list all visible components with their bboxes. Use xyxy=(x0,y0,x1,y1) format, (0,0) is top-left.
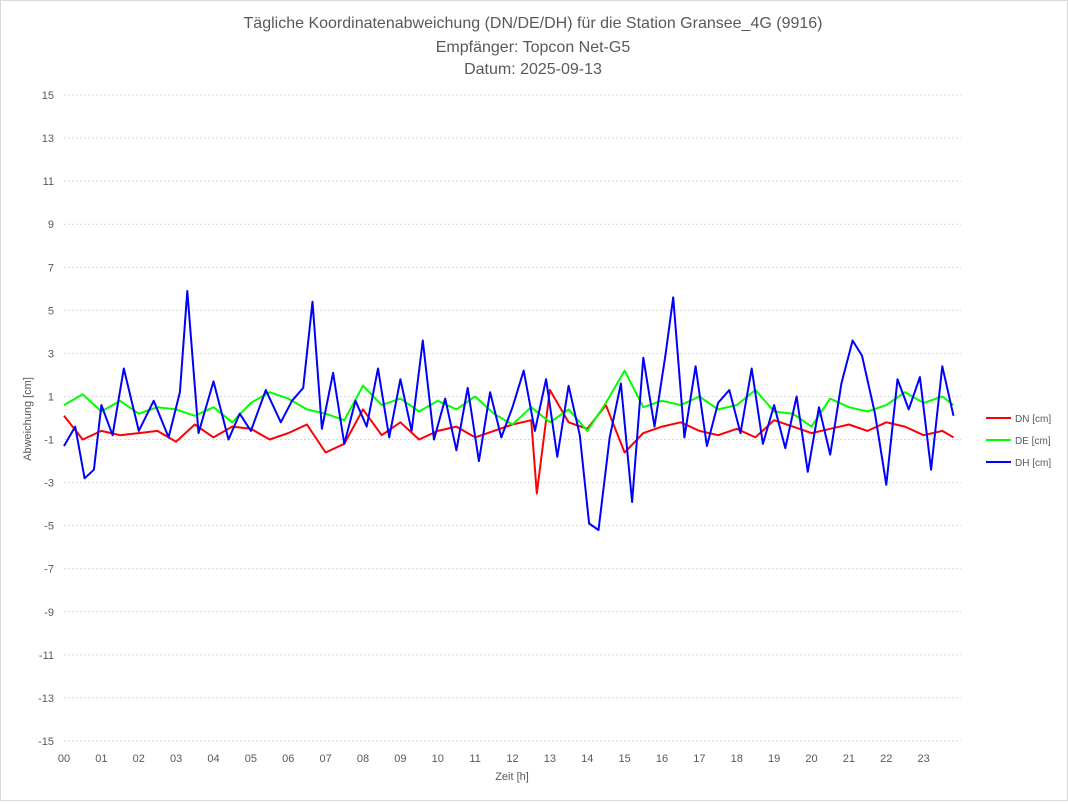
y-tick-label: -7 xyxy=(44,564,54,576)
y-tick-label: 3 xyxy=(48,348,54,360)
y-tick-label: 5 xyxy=(48,305,54,317)
x-tick-label: 12 xyxy=(506,753,518,765)
y-tick-label: 7 xyxy=(48,262,54,274)
y-tick-label: -13 xyxy=(38,693,54,705)
y-tick-label: -1 xyxy=(44,435,54,447)
chart-title: Tägliche Koordinatenabweichung (DN/DE/DH… xyxy=(244,15,823,78)
y-axis-ticks: 15 13 11 9 7 5 3 1 -1 -3 -5 -7 -9 -11 -13 -15 xyxy=(38,90,54,748)
x-tick-label: 15 xyxy=(619,753,631,765)
gridlines xyxy=(64,94,961,742)
legend-label: DH [cm] xyxy=(1015,458,1051,469)
y-tick-label: 13 xyxy=(42,133,54,145)
x-tick-label: 21 xyxy=(843,753,855,765)
series-line-de xyxy=(63,369,955,432)
y-tick-label: 1 xyxy=(48,391,54,403)
x-tick-label: 20 xyxy=(805,753,817,765)
x-tick-label: 04 xyxy=(207,753,219,765)
x-tick-label: 09 xyxy=(394,753,406,765)
chart-title-line-3: Datum: 2025-09-13 xyxy=(464,61,602,78)
x-tick-label: 18 xyxy=(731,753,743,765)
legend-label: DN [cm] xyxy=(1015,414,1051,425)
chart-title-line-1: Tägliche Koordinatenabweichung (DN/DE/DH… xyxy=(244,15,823,32)
x-tick-label: 23 xyxy=(918,753,930,765)
y-tick-label: -3 xyxy=(44,478,54,490)
x-tick-label: 07 xyxy=(320,753,332,765)
chart-title-line-2: Empfänger: Topcon Net-G5 xyxy=(436,39,631,56)
x-tick-label: 02 xyxy=(133,753,145,765)
x-tick-label: 19 xyxy=(768,753,780,765)
y-tick-label: 11 xyxy=(43,176,54,188)
x-tick-label: 10 xyxy=(432,753,444,765)
x-tick-label: 13 xyxy=(544,753,556,765)
y-tick-label: 15 xyxy=(42,90,54,102)
series-line-dn xyxy=(63,389,955,495)
x-tick-label: 00 xyxy=(58,753,70,765)
x-tick-label: 01 xyxy=(95,753,107,765)
x-tick-label: 08 xyxy=(357,753,369,765)
x-axis-ticks: 00 01 02 03 04 05 06 07 08 09 10 11 12 13 14 15 16 17 18 19… xyxy=(58,753,930,765)
y-tick-label: -15 xyxy=(38,736,54,748)
x-tick-label: 14 xyxy=(581,753,593,765)
y-tick-label: -5 xyxy=(44,521,54,533)
x-tick-label: 05 xyxy=(245,753,257,765)
y-tick-label: 9 xyxy=(48,219,54,231)
x-tick-label: 11 xyxy=(469,753,480,765)
x-tick-label: 06 xyxy=(282,753,294,765)
legend-label: DE [cm] xyxy=(1015,436,1051,447)
y-tick-label: -9 xyxy=(44,607,54,619)
series-line-dh xyxy=(63,290,955,531)
x-tick-label: 22 xyxy=(880,753,892,765)
x-axis-label: Zeit [h] xyxy=(495,771,529,783)
y-axis-label: Abweichung [cm] xyxy=(22,377,34,461)
x-tick-label: 16 xyxy=(656,753,668,765)
x-tick-label: 17 xyxy=(693,753,705,765)
y-tick-label: -11 xyxy=(39,650,54,662)
series-lines xyxy=(63,290,955,531)
legend: DN [cm] DE [cm] DH [cm] xyxy=(986,414,1051,469)
x-tick-label: 03 xyxy=(170,753,182,765)
